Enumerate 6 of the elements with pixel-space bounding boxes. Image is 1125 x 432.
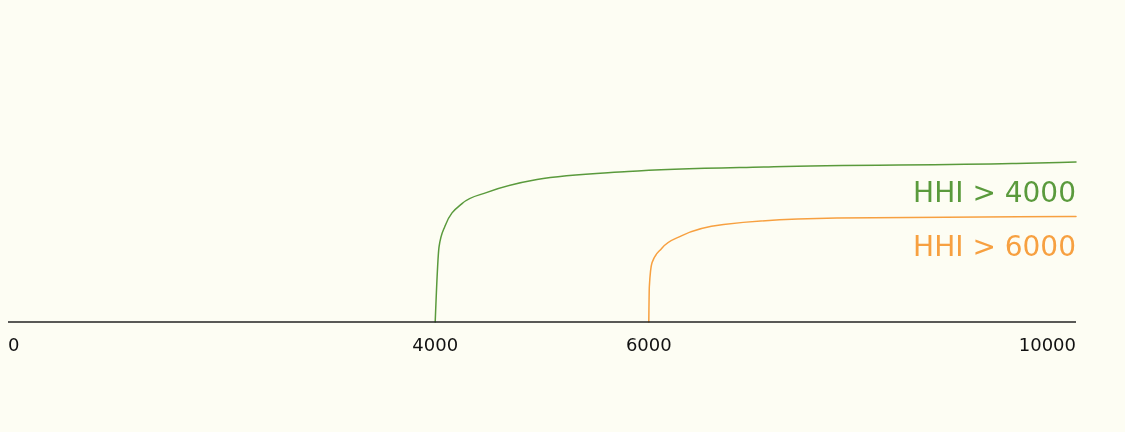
series-label: HHI > 4000 — [913, 176, 1076, 209]
x-tick-label: 6000 — [625, 334, 672, 355]
x-tick-label: 0 — [8, 334, 20, 355]
x-tick-label: 4000 — [412, 334, 459, 355]
x-tick-label: 10000 — [1018, 334, 1076, 355]
series-label: HHI > 6000 — [913, 230, 1076, 264]
